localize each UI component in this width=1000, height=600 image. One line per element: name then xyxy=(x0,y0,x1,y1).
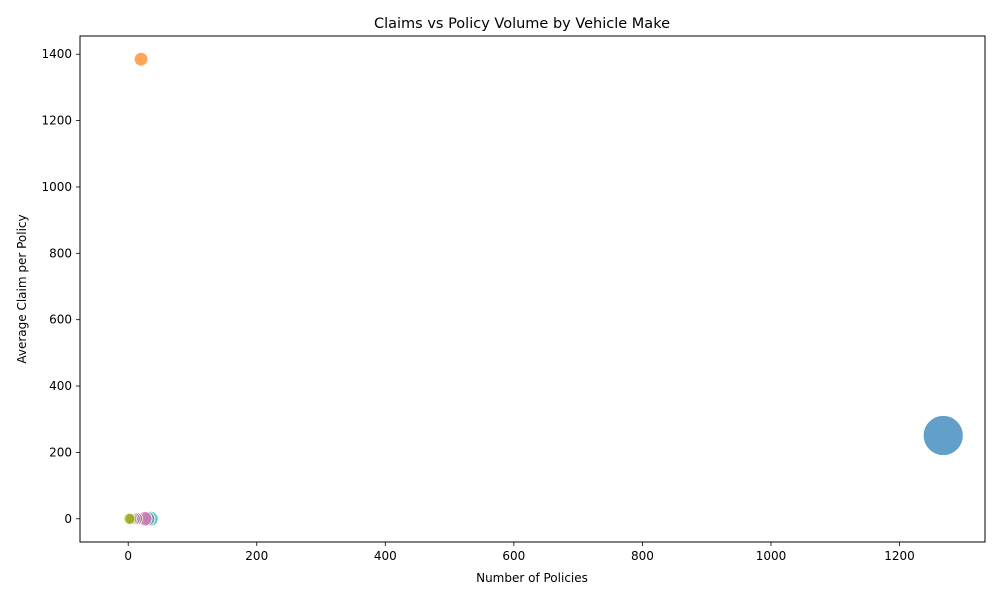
data-point xyxy=(922,415,964,456)
x-axis-label: Number of Policies xyxy=(476,571,588,585)
y-tick-label: 800 xyxy=(49,246,72,260)
y-axis: 0 200 400 600 800 1000 1200 1400 xyxy=(41,47,80,526)
x-tick-label: 200 xyxy=(245,549,268,563)
y-tick-label: 600 xyxy=(49,313,72,327)
x-axis: 0 200 400 600 800 1000 1200 xyxy=(124,542,915,563)
x-tick-label: 800 xyxy=(631,549,654,563)
y-tick-label: 1000 xyxy=(41,180,72,194)
data-point xyxy=(123,512,136,525)
points-layer xyxy=(123,51,964,527)
y-tick-label: 1200 xyxy=(41,114,72,128)
x-tick-label: 1200 xyxy=(884,549,915,563)
x-tick-label: 600 xyxy=(502,549,525,563)
x-tick-label: 400 xyxy=(374,549,397,563)
y-tick-label: 400 xyxy=(49,379,72,393)
x-tick-label: 0 xyxy=(124,549,132,563)
y-tick-label: 200 xyxy=(49,445,72,459)
data-point xyxy=(133,51,149,67)
y-tick-label: 1400 xyxy=(41,47,72,61)
x-tick-label: 1000 xyxy=(756,549,787,563)
y-axis-label: Average Claim per Policy xyxy=(15,214,29,363)
chart-title: Claims vs Policy Volume by Vehicle Make xyxy=(374,16,670,32)
y-tick-label: 0 xyxy=(64,512,72,526)
plot-frame xyxy=(79,35,986,543)
